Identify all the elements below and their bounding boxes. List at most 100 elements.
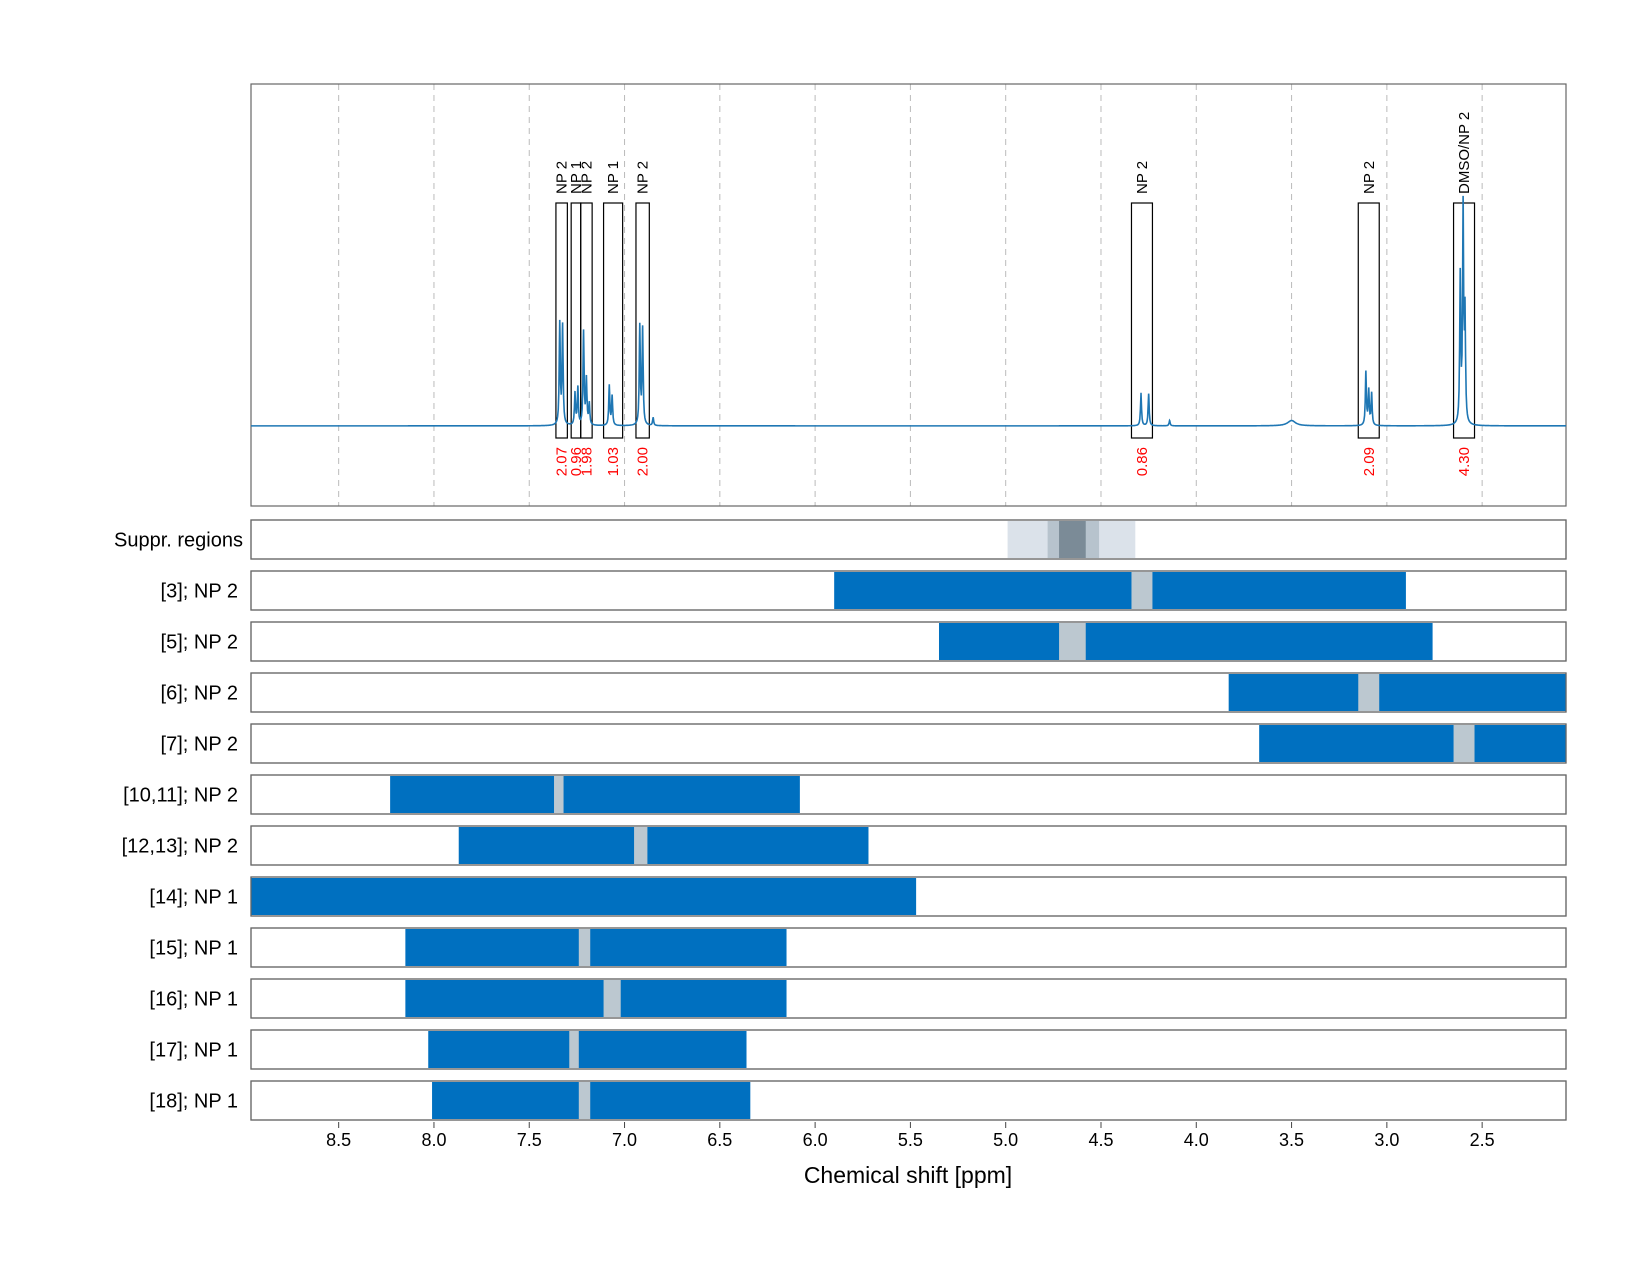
- integral-value: 1.03: [605, 447, 622, 476]
- x-tick-label: 7.0: [612, 1130, 637, 1150]
- row-label: [18]; NP 1: [149, 1091, 238, 1113]
- assignment-row: [16]; NP 1: [149, 978, 1567, 1019]
- integral-value: 0.86: [1134, 447, 1151, 476]
- row-label: [5]; NP 2: [161, 632, 238, 654]
- assignment-row: [12,13]; NP 2: [122, 825, 1567, 866]
- row-label: [14]; NP 1: [149, 887, 238, 909]
- assignment-row: [5]; NP 2: [161, 621, 1567, 662]
- row-label: [17]; NP 1: [149, 1040, 238, 1062]
- row-bar: [432, 1082, 751, 1119]
- annotation-labels: NP 2NP 1NP 2 NP 1 NP 2 NP 2 NP 2 DMSO/NP 2: [554, 112, 1473, 194]
- x-axis-label: Chemical shift [ppm]: [804, 1162, 1012, 1188]
- row-label: [12,13]; NP 2: [122, 836, 238, 858]
- integral-value: 2.00: [635, 447, 652, 476]
- row-border: [250, 621, 1567, 662]
- integral-value: 0.96: [568, 447, 585, 476]
- integral-value: 2.07: [554, 447, 571, 476]
- row-label: [3]; NP 2: [161, 581, 238, 603]
- annotation-box: [602, 202, 624, 439]
- annotation-label: NP 2: [635, 161, 652, 194]
- annotation-box: [635, 202, 650, 439]
- row-bar: [251, 878, 917, 915]
- annotation-box: [1130, 202, 1154, 439]
- suppressed-region: [1059, 521, 1086, 558]
- spectrum-frame: [250, 83, 1567, 507]
- annotation-label: NP 1: [605, 161, 622, 194]
- row-gap: [1131, 572, 1153, 609]
- x-tick-label: 7.5: [517, 1130, 542, 1150]
- row-border: [250, 876, 1567, 917]
- row-border: [250, 672, 1567, 713]
- x-tick-label: 8.5: [326, 1130, 351, 1150]
- x-tick-label: 5.5: [898, 1130, 923, 1150]
- assignment-row: [10,11]; NP 2: [123, 774, 1567, 815]
- row-label: [7]; NP 2: [161, 734, 238, 756]
- row-border: [250, 723, 1567, 764]
- row-gap: [634, 827, 648, 864]
- annotation-label: NP 1: [568, 161, 585, 194]
- assignment-row: [15]; NP 1: [149, 927, 1567, 968]
- row-border: [250, 978, 1567, 1019]
- x-tick-label: 8.0: [421, 1130, 446, 1150]
- annotation-label: DMSO/NP 2: [1456, 112, 1473, 194]
- row-bar: [405, 980, 787, 1017]
- assignment-row: [3]; NP 2: [161, 570, 1567, 611]
- row-border: [250, 1080, 1567, 1121]
- annotation-box: [1357, 202, 1380, 439]
- suppressed-regions-row: Suppr. regions: [114, 519, 1567, 560]
- row-label: Suppr. regions: [114, 530, 243, 552]
- assignment-row: [6]; NP 2: [161, 672, 1567, 713]
- spectrum-panel: NP 2NP 1NP 2 NP 1 NP 2 NP 2 NP 2 DMSO/NP 2 2.…: [250, 83, 1567, 507]
- row-label: [15]; NP 1: [149, 938, 238, 960]
- assignment-row: [14]; NP 1: [149, 876, 1567, 917]
- integral-value: 2.09: [1361, 447, 1378, 476]
- integral-value: 4.30: [1456, 447, 1473, 476]
- row-border: [250, 519, 1567, 560]
- x-tick-label: 4.5: [1088, 1130, 1113, 1150]
- row-frame: [250, 519, 1567, 560]
- row-label: [16]; NP 1: [149, 989, 238, 1011]
- row-bar: [938, 623, 1433, 660]
- row-label: [6]; NP 2: [161, 683, 238, 705]
- row-frame: [250, 825, 1567, 866]
- x-tick-label: 5.0: [993, 1130, 1018, 1150]
- x-tick-label: 6.0: [803, 1130, 828, 1150]
- row-border: [250, 774, 1567, 815]
- assignment-row: [17]; NP 1: [149, 1029, 1567, 1070]
- row-border: [250, 825, 1567, 866]
- grid-lines: [338, 84, 1483, 506]
- x-axis: Chemical shift [ppm] 8.5 8.0 7.5 7.0 6.5 6.0 5…: [326, 1122, 1495, 1188]
- row-bar: [834, 572, 1406, 609]
- row-bar: [405, 929, 787, 966]
- annotation-label: NP 2: [1134, 161, 1151, 194]
- row-gap: [1453, 725, 1475, 762]
- row-bar: [1259, 725, 1566, 762]
- row-gap: [1059, 623, 1086, 660]
- row-gap: [569, 1031, 579, 1068]
- assignment-row: [7]; NP 2: [161, 723, 1567, 764]
- row-bar: [428, 1031, 747, 1068]
- spectrum-line: [251, 195, 1566, 427]
- row-gap: [578, 929, 591, 966]
- row-bar: [1228, 674, 1566, 711]
- annotation-label: NP 2: [554, 161, 571, 194]
- integral-labels: 2.070.961.98 1.03 2.00 0.86 2.09 4.30: [554, 447, 1473, 476]
- x-tick-label: 2.5: [1470, 1130, 1495, 1150]
- integral-value: 1.98: [578, 447, 595, 476]
- row-bar: [458, 827, 869, 864]
- row-bar: [390, 776, 800, 813]
- annotation-box: [580, 202, 593, 439]
- x-tick-label: 4.0: [1184, 1130, 1209, 1150]
- assignment-rows: Suppr. regions [3]; NP 2 [5]; NP 2 [6]; NP …: [114, 519, 1567, 1121]
- annotation-box: [555, 202, 568, 439]
- annotation-label: NP 2: [578, 161, 595, 194]
- x-tick-label: 3.5: [1279, 1130, 1304, 1150]
- annotation-boxes: [555, 202, 1476, 439]
- annotation-label: NP 2: [1361, 161, 1378, 194]
- row-gap: [578, 1082, 591, 1119]
- row-border: [250, 1029, 1567, 1070]
- annotation-box: [1452, 202, 1476, 439]
- row-gap: [1358, 674, 1380, 711]
- x-tick-label: 6.5: [707, 1130, 732, 1150]
